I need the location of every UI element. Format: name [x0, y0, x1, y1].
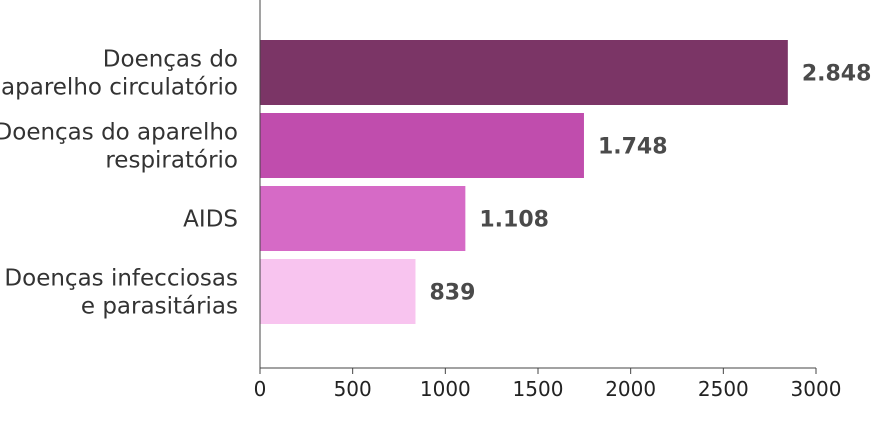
x-tick-label: 3000	[791, 377, 842, 401]
x-tick-label: 2500	[698, 377, 749, 401]
category-label-line: Doenças do	[103, 47, 238, 73]
category-label-line: AIDS	[183, 207, 238, 233]
value-label-4: 839	[429, 281, 475, 306]
category-label-line: Doenças infecciosas	[4, 266, 238, 292]
x-tick-label: 500	[334, 377, 372, 401]
bar-4	[260, 259, 416, 324]
x-tick-label: 0	[254, 377, 267, 401]
value-labels: 2.848 1.748 1.108 839	[429, 62, 871, 306]
x-tick-label: 2000	[605, 377, 656, 401]
bars-group	[260, 40, 788, 324]
category-label-line: respiratório	[105, 148, 238, 174]
category-label-line: e parasitárias	[81, 294, 238, 320]
x-tick-label: 1000	[420, 377, 471, 401]
category-label-1: Doenças do aparelho circulatório	[1, 47, 238, 101]
category-label-2: Doenças do aparelho respiratório	[0, 120, 238, 174]
category-label-line: Doenças do aparelho	[0, 120, 238, 146]
category-label-4: Doenças infecciosas e parasitárias	[4, 266, 238, 320]
bar-3	[260, 186, 466, 251]
value-label-1: 2.848	[802, 62, 872, 87]
x-tick-label: 1500	[513, 377, 564, 401]
value-label-3: 1.108	[479, 208, 549, 233]
x-axis-ticks: 0 500 1000 1500 2000 2500 3000	[254, 368, 842, 401]
category-label-line: aparelho circulatório	[1, 75, 238, 101]
bar-1	[260, 40, 788, 105]
category-label-3: AIDS	[183, 207, 238, 233]
value-label-2: 1.748	[598, 135, 668, 160]
bar-2	[260, 113, 584, 178]
